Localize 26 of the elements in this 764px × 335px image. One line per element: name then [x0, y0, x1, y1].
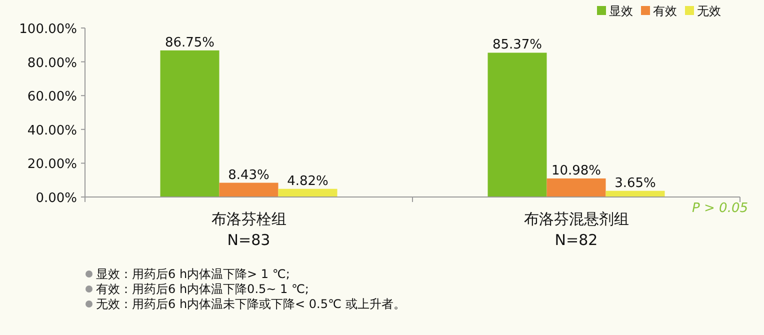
x-tick-label: 布洛芬混悬剂组 N=82	[524, 210, 629, 249]
legend-label: 显效	[609, 4, 633, 18]
text: 10.98%	[551, 163, 602, 178]
text: 4.82%	[287, 174, 328, 189]
y-tick-label: 40.00%	[27, 123, 77, 138]
bar	[488, 52, 547, 197]
y-tick-label: 100.00%	[19, 22, 77, 37]
bar	[546, 178, 606, 197]
legend-label: 无效	[697, 4, 721, 18]
bar	[160, 50, 220, 197]
y-tick-label: 20.00%	[27, 157, 77, 172]
text: 86.75%	[164, 35, 215, 50]
y-tick-label: 0.00%	[36, 191, 77, 206]
text: 8.43%	[228, 168, 270, 183]
legend-label: 有效	[653, 4, 677, 18]
bar	[219, 182, 278, 197]
text: 无效：用药后6 h内体温未下降或下降< 0.5℃ 或上升者。	[96, 297, 406, 311]
y-tick-label: 80.00%	[27, 56, 77, 71]
bar	[278, 188, 338, 197]
x-tick-label: 布洛芬栓组 N=83	[211, 210, 286, 249]
text: P > 0.05	[692, 201, 748, 216]
y-tick-label: 60.00%	[27, 90, 77, 105]
text: 85.37%	[492, 38, 542, 53]
text: 有效：用药后6 h内体温下降0.5~ 1 ℃;	[96, 282, 309, 296]
text: 显效：用药后6 h内体温下降> 1 ℃;	[96, 267, 290, 281]
text: 3.65%	[614, 176, 656, 191]
